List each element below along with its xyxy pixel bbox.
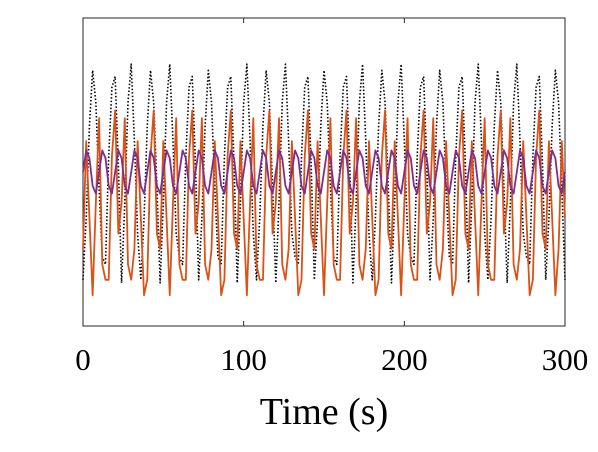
x-tick-label: 0 [75,342,91,377]
series-line [82,63,566,284]
series-line [82,109,566,297]
x-axis-label: Time (s) [260,391,388,433]
x-tick-label: 200 [381,342,428,377]
x-tick-label: 300 [542,342,589,377]
series-line [82,149,566,195]
plot-area [82,63,566,297]
x-tick-label: 100 [220,342,267,377]
